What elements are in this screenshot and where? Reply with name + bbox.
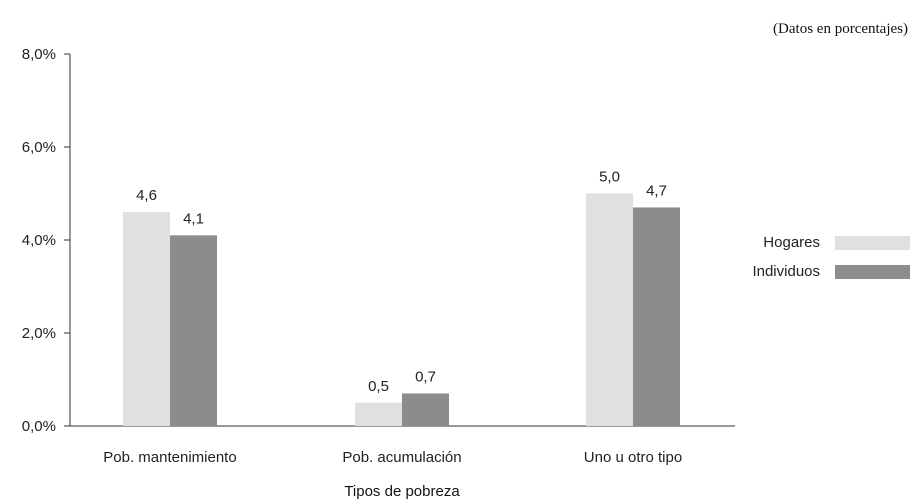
value-label-hogares: 5,0: [599, 169, 620, 186]
bar-hogares: [123, 212, 170, 426]
x-tick-label: Pob. acumulación: [342, 449, 461, 466]
value-label-individuos: 4,7: [646, 182, 667, 199]
y-tick-label: 6,0%: [22, 139, 56, 156]
legend-label-hogares: Hogares: [763, 234, 820, 251]
y-tick-label: 0,0%: [22, 418, 56, 435]
category-labels: Pob. mantenimiento Pob. acumulación Uno u …: [103, 449, 682, 466]
legend-label-individuos: Individuos: [752, 263, 820, 280]
y-tick-label: 8,0%: [22, 46, 56, 63]
legend: Hogares Individuos: [752, 234, 910, 280]
value-label-individuos: 4,1: [183, 210, 204, 227]
y-tick-label: 2,0%: [22, 325, 56, 342]
y-axis: 0,0% 2,0% 4,0% 6,0% 8,0%: [22, 46, 71, 435]
value-label-individuos: 0,7: [415, 368, 436, 385]
bar-hogares: [586, 193, 633, 426]
chart-note: (Datos en porcentajes): [773, 21, 908, 37]
bar-individuos: [170, 235, 217, 426]
x-axis-title: Tipos de pobreza: [344, 483, 460, 500]
y-tick-label: 4,0%: [22, 232, 56, 249]
legend-swatch-individuos: [835, 265, 910, 279]
x-tick-label: Pob. mantenimiento: [103, 449, 236, 466]
bar-hogares: [355, 402, 402, 426]
bar-individuos: [402, 393, 449, 426]
legend-swatch-hogares: [835, 236, 910, 250]
value-labels: 4,6 4,1 0,5 0,7 5,0 4,7: [136, 169, 667, 395]
x-tick-label: Uno u otro tipo: [584, 449, 682, 466]
bars: [123, 193, 680, 426]
value-label-hogares: 0,5: [368, 378, 389, 395]
value-label-hogares: 4,6: [136, 187, 157, 204]
bar-individuos: [633, 207, 680, 426]
